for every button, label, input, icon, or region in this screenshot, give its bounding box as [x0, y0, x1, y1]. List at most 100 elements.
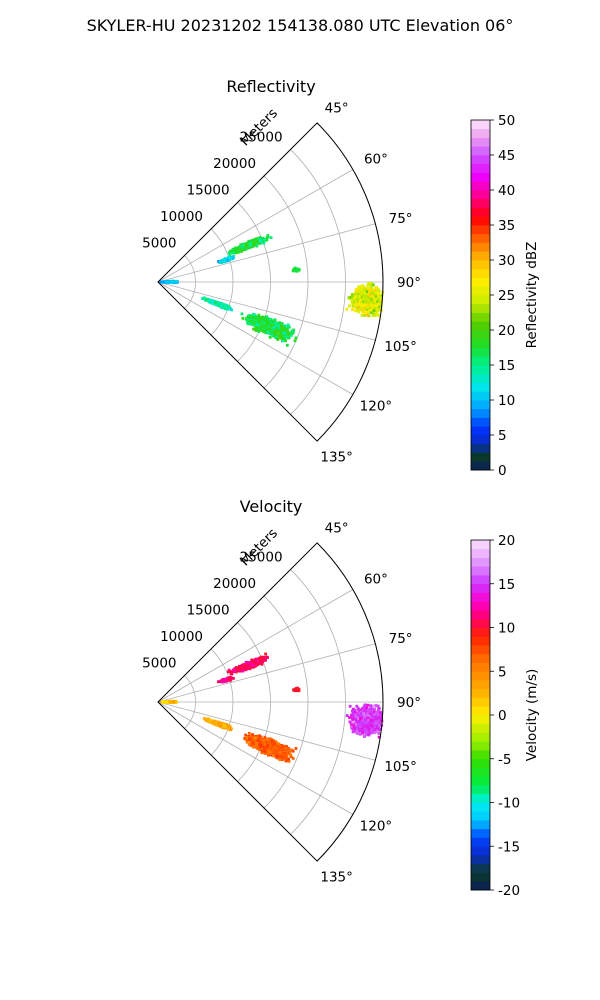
- echo-gate: [227, 668, 231, 672]
- echo-gate: [350, 295, 354, 299]
- echo-gate: [174, 280, 178, 284]
- echo-gate: [230, 672, 234, 676]
- echo-gate: [362, 301, 366, 305]
- azimuth-tick-label: 120°: [360, 399, 393, 415]
- azimuth-tick-label: 45°: [325, 100, 349, 116]
- colorbar-segment: [471, 225, 490, 235]
- echo-gate: [278, 321, 282, 325]
- echo-gate: [279, 325, 283, 329]
- colorbar-segment: [471, 260, 490, 270]
- echo-gate: [373, 289, 377, 293]
- echo-gate: [370, 303, 374, 307]
- echo-gate: [290, 333, 293, 337]
- echo-gate: [216, 302, 219, 305]
- echo-gate: [284, 333, 288, 337]
- echo-gate: [376, 302, 380, 306]
- colorbar-tick-label: 50: [498, 113, 515, 129]
- echo-gate: [273, 325, 276, 329]
- echo-gate: [364, 297, 368, 301]
- echo-gate: [244, 247, 248, 251]
- echo-gate: [162, 280, 166, 284]
- echo-gate: [251, 663, 255, 667]
- echo-gate: [245, 316, 249, 320]
- echo-gate: [377, 294, 381, 298]
- echo-gate: [221, 259, 224, 263]
- echo-gate: [365, 312, 369, 315]
- echo-gate: [226, 670, 230, 674]
- echo-gate: [369, 311, 373, 315]
- echo-gate: [258, 323, 262, 327]
- colorbar-segment: [471, 268, 490, 278]
- echo-gate: [248, 314, 252, 317]
- echo-gate: [356, 296, 360, 300]
- echo-gate: [366, 303, 370, 307]
- echo-gate: [377, 298, 380, 301]
- echo-gate: [370, 291, 374, 294]
- echo-gate: [365, 290, 369, 293]
- echo-gate: [249, 662, 253, 666]
- echo-gate: [258, 236, 262, 239]
- range-ring: [237, 202, 271, 362]
- echo-gate: [239, 666, 243, 670]
- echo-gate: [380, 294, 383, 298]
- colorbar-segment: [471, 190, 490, 200]
- echo-gate: [282, 331, 286, 335]
- echo-gate: [257, 330, 261, 334]
- colorbar-segment: [471, 207, 490, 217]
- colorbar-segment: [471, 181, 490, 191]
- echo-gate: [291, 331, 294, 335]
- echo-gate: [224, 678, 228, 681]
- echo-gate: [360, 295, 364, 299]
- echo-gate: [239, 668, 243, 672]
- echo-gate: [250, 319, 254, 323]
- echo-gate: [261, 325, 265, 329]
- echo-gate: [159, 280, 163, 284]
- echo-gate: [345, 714, 349, 717]
- colorbar-segment: [471, 303, 490, 313]
- echo-gate: [257, 318, 260, 322]
- echo-gate: [373, 300, 376, 304]
- echo-gate: [367, 293, 371, 297]
- echo-gate: [358, 285, 362, 289]
- echo-gate: [374, 292, 378, 295]
- reflectivity-plot: Reflectivity45°60°75°90°105°120°135°5000…: [142, 77, 540, 479]
- echo-gate: [247, 317, 250, 321]
- echo-gate: [250, 238, 254, 242]
- colorbar-tick-label: 25: [498, 288, 515, 304]
- echo-gate: [379, 298, 383, 302]
- echo-gate: [365, 287, 369, 291]
- echo-gate: [357, 302, 360, 306]
- echo-gate: [379, 303, 383, 307]
- echo-gate: [363, 311, 367, 315]
- echo-gate: [285, 343, 289, 347]
- colorbar-segment: [471, 347, 490, 357]
- echo-gate: [255, 240, 258, 244]
- echo-gate: [244, 245, 248, 249]
- range-ring: [263, 175, 309, 389]
- echo-gate: [244, 666, 248, 670]
- echo-gate: [353, 304, 357, 308]
- echo-gate: [248, 241, 252, 244]
- colorbar-segment: [471, 356, 490, 366]
- echo-gate: [249, 321, 252, 325]
- colorbar-segment: [471, 461, 490, 471]
- echo-gate: [358, 288, 362, 292]
- echo-gate: [374, 286, 378, 290]
- echo-gate: [245, 243, 249, 247]
- range-ring: [184, 255, 196, 309]
- echo-gate: [284, 339, 287, 343]
- echo-gate: [293, 339, 297, 343]
- echo-gate: [273, 324, 277, 327]
- echo-gate: [358, 294, 361, 298]
- echo-gate: [267, 331, 270, 335]
- range-ring: [184, 675, 196, 729]
- echo-gate: [255, 658, 258, 662]
- echo-gate: [266, 317, 270, 321]
- colorbar-segment: [471, 137, 490, 147]
- echo-gate: [361, 303, 365, 307]
- echo-gate: [356, 309, 360, 312]
- echo-gate: [373, 314, 377, 318]
- velocity-plot: Velocity45°60°75°90°105°120°135°50001000…: [142, 497, 540, 899]
- echo-gate: [258, 238, 262, 242]
